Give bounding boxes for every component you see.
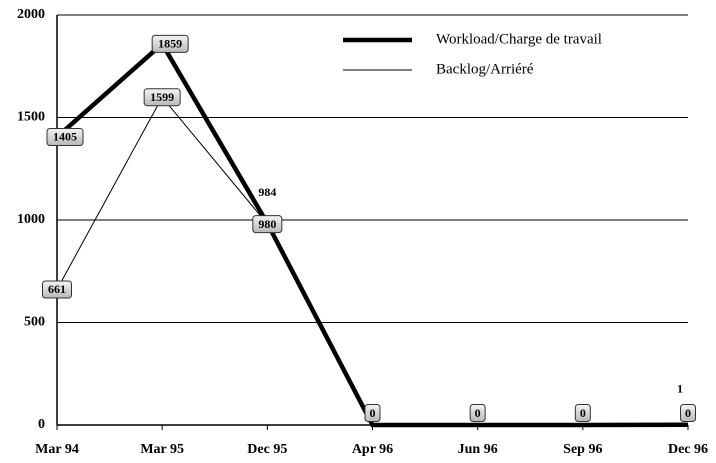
value-label: 1859	[158, 37, 182, 51]
value-label: 0	[370, 406, 376, 420]
x-tick-label: Mar 94	[35, 442, 79, 457]
x-tick-label: Jun 96	[458, 442, 498, 457]
x-tick-label: Sep 96	[563, 442, 602, 457]
legend-label: Workload/Charge de travail	[436, 31, 602, 47]
series-line	[56, 96, 688, 426]
value-label-box	[574, 404, 591, 422]
x-tick-label: Apr 96	[352, 442, 393, 457]
value-label-box	[143, 88, 181, 107]
value-label-box	[46, 127, 84, 146]
y-tick-label: 2000	[17, 7, 45, 22]
value-label: 980	[258, 217, 276, 231]
value-label-box	[42, 280, 72, 299]
value-label: 661	[48, 282, 66, 296]
legend-label: Backlog/Arriéré	[436, 61, 534, 77]
y-tick-label: 1000	[17, 212, 45, 227]
x-tick-label: Mar 95	[140, 442, 184, 457]
x-tick-label: Dec 96	[668, 442, 708, 457]
value-label-box	[680, 404, 696, 422]
value-label-box	[252, 215, 283, 234]
value-label: 0	[580, 406, 586, 420]
x-tick-label: Dec 95	[247, 442, 287, 457]
value-label: 1599	[150, 90, 174, 104]
y-tick-label: 500	[24, 315, 45, 330]
value-label: 0	[685, 406, 691, 420]
value-label: 984	[258, 185, 276, 199]
value-label-box	[151, 34, 189, 53]
value-label: 0	[475, 406, 481, 420]
y-tick-label: 0	[38, 417, 45, 432]
value-label-box	[364, 404, 381, 422]
value-label: 1405	[53, 130, 77, 144]
value-label-box	[469, 404, 486, 422]
value-label: 1	[677, 382, 683, 396]
y-tick-label: 1500	[17, 110, 45, 125]
